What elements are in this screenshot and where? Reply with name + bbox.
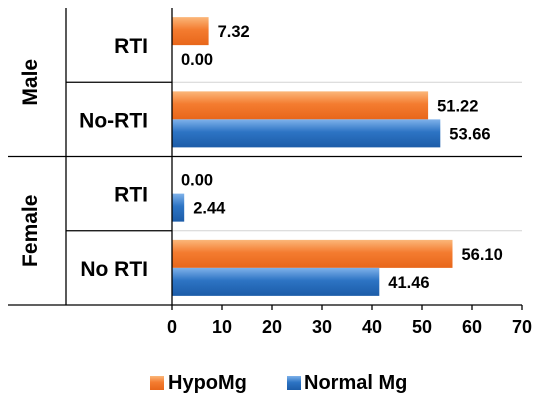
category-labels: RTI No-RTI RTI No RTI <box>79 35 148 281</box>
x-tick-label-60: 60 <box>462 317 482 337</box>
bars <box>172 17 453 296</box>
category-label-male-no-rti: No-RTI <box>79 109 148 132</box>
bar-normal-mg-female-no-rti <box>172 267 380 296</box>
x-tick-label-50: 50 <box>412 317 432 337</box>
x-axis-ticks: 0 10 20 30 40 50 60 70 <box>167 305 532 337</box>
legend-item-hypomg: HypoMg <box>150 372 247 394</box>
bar-hypomg-female-no-rti <box>172 239 453 268</box>
data-label-hypomg-female-rti: 0.00 <box>181 172 213 190</box>
legend-label-hypomg: HypoMg <box>168 372 247 394</box>
bar-hypomg-male-no-rti <box>172 91 429 120</box>
data-label-hypomg-female-no-rti: 56.10 <box>462 246 503 264</box>
data-label-normal-mg-male-no-rti: 53.66 <box>449 125 490 143</box>
legend-swatch-normal-mg <box>287 376 301 390</box>
data-label-hypomg-male-rti: 7.32 <box>218 23 250 41</box>
bar-hypomg-male-rti <box>172 17 209 46</box>
gridlines <box>172 81 522 232</box>
data-label-normal-mg-female-no-rti: 41.46 <box>388 274 429 292</box>
axes <box>8 8 522 306</box>
data-label-normal-mg-female-rti: 2.44 <box>193 200 226 218</box>
x-tick-label-70: 70 <box>512 317 532 337</box>
legend-item-normal-mg: Normal Mg <box>287 372 407 394</box>
category-label-female-no-rti: No RTI <box>80 258 148 281</box>
bar-normal-mg-male-no-rti <box>172 119 441 148</box>
x-tick-label-20: 20 <box>262 317 282 337</box>
data-label-normal-mg-male-rti: 0.00 <box>181 51 213 69</box>
x-tick-label-0: 0 <box>167 317 177 337</box>
group-labels: Male Female <box>19 59 42 267</box>
x-tick-label-10: 10 <box>212 317 232 337</box>
legend-swatch-hypomg <box>150 376 164 390</box>
category-label-male-rti: RTI <box>114 35 148 58</box>
legend: HypoMg Normal Mg <box>150 372 407 394</box>
x-tick-label-40: 40 <box>362 317 382 337</box>
x-tick-label-30: 30 <box>312 317 332 337</box>
legend-label-normal-mg: Normal Mg <box>304 372 407 394</box>
category-label-female-rti: RTI <box>114 184 148 207</box>
group-label-male: Male <box>19 59 42 106</box>
data-label-hypomg-male-no-rti: 51.22 <box>437 97 478 115</box>
data-labels: 7.32 0.00 51.22 53.66 0.00 2.44 56.10 41.46 <box>181 23 503 292</box>
group-label-female: Female <box>19 195 42 267</box>
bar-normal-mg-female-rti <box>172 193 185 222</box>
